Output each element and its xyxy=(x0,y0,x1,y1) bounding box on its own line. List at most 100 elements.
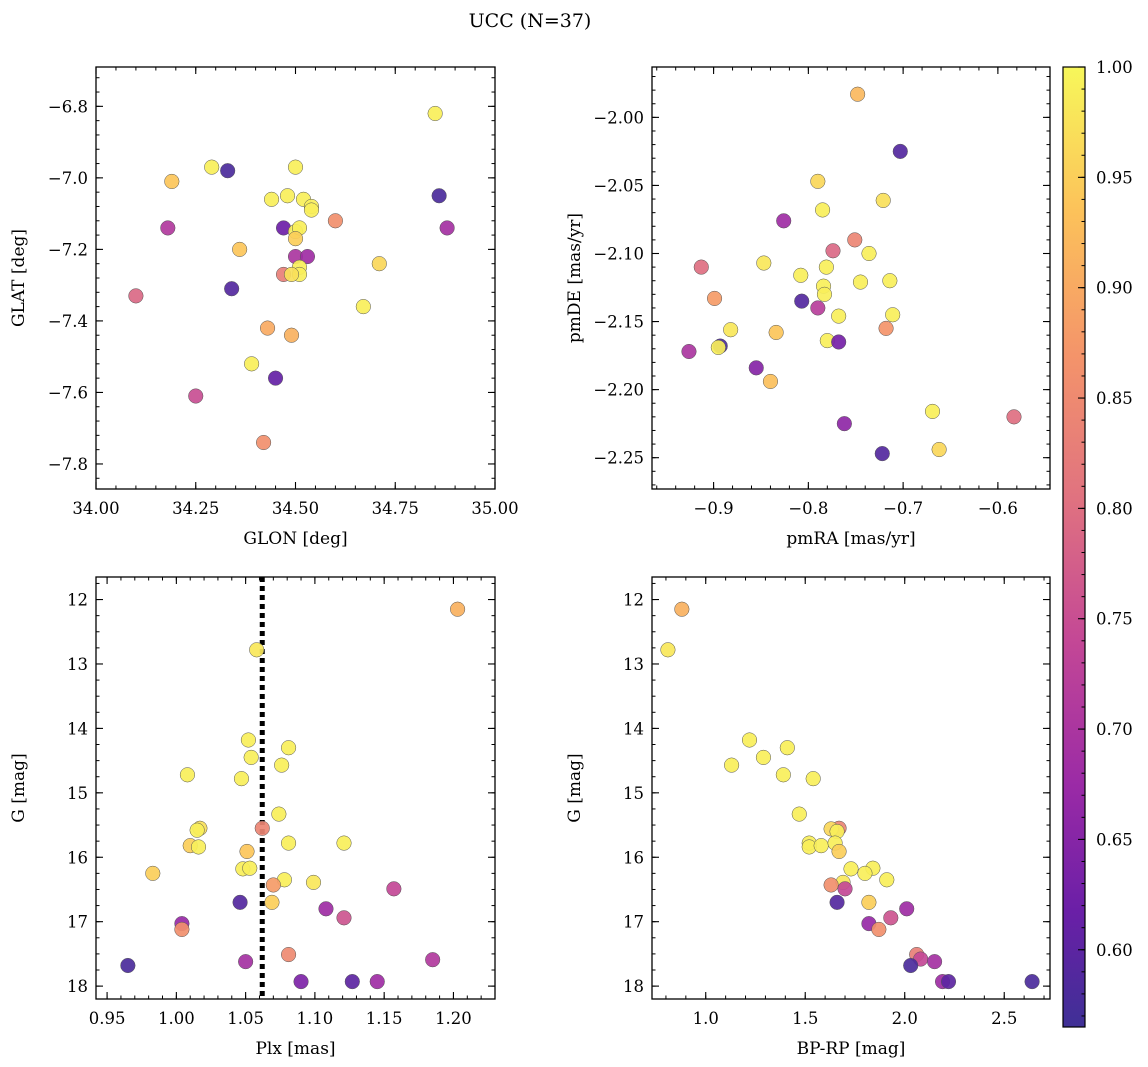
panel-glon-glat: 34.00 34.25 34.50 34.75 35.00 −6.8 −7.0 −7.2 −7.… xyxy=(9,66,519,549)
data-point xyxy=(810,300,826,316)
data-point xyxy=(793,267,809,283)
data-point xyxy=(850,86,866,102)
colorbar-tick-label: 0.85 xyxy=(1096,389,1133,408)
data-point xyxy=(244,356,260,372)
data-point xyxy=(233,771,250,787)
data-point xyxy=(861,245,877,262)
y-tick-label: −7.8 xyxy=(48,455,88,474)
data-point xyxy=(825,243,841,259)
colorbar-tick-label: 0.60 xyxy=(1096,941,1133,960)
data-point xyxy=(336,910,352,926)
y-tick-label: 15 xyxy=(623,784,644,803)
y-tick-label: −2.00 xyxy=(593,108,644,127)
y-tick-label: −7.6 xyxy=(48,383,88,402)
data-point xyxy=(831,843,847,860)
colorbar-gradient xyxy=(1062,66,1086,1028)
y-tick-label: 18 xyxy=(67,977,88,996)
data-point xyxy=(256,434,272,451)
data-point xyxy=(188,388,204,404)
data-point xyxy=(305,874,322,890)
data-point xyxy=(238,954,254,970)
y-tick-label: 13 xyxy=(623,655,644,674)
data-point xyxy=(710,339,726,355)
colorbar-tick-label: 0.65 xyxy=(1096,830,1133,849)
x-tick-label: 2.5 xyxy=(991,1009,1017,1028)
data-point xyxy=(260,320,276,336)
data-point xyxy=(264,894,280,910)
y-axis-label: G [mag] xyxy=(9,753,29,822)
data-point xyxy=(885,307,901,323)
data-point xyxy=(674,601,690,617)
data-point xyxy=(829,894,845,910)
data-point xyxy=(940,974,957,990)
colorbar-tick-label: 0.75 xyxy=(1096,610,1133,629)
data-point xyxy=(852,274,869,290)
x-tick-label: 35.00 xyxy=(471,499,518,518)
data-point xyxy=(240,732,256,748)
data-point xyxy=(386,881,402,897)
x-tick-label: 2.0 xyxy=(892,1009,918,1028)
data-point xyxy=(831,308,847,324)
data-point xyxy=(816,286,833,302)
data-point xyxy=(265,877,281,893)
data-point xyxy=(775,767,791,783)
data-point xyxy=(1006,409,1022,425)
data-point xyxy=(805,771,821,787)
data-point xyxy=(204,159,220,175)
data-point xyxy=(224,281,240,297)
data-point xyxy=(283,266,300,282)
data-point xyxy=(327,213,343,229)
data-point xyxy=(741,732,758,748)
data-point xyxy=(232,894,248,910)
colorbar-tick-label: 0.80 xyxy=(1096,499,1133,518)
data-point xyxy=(189,822,205,838)
panel-bprp-g: 1.0 1.5 2.0 2.5 12 13 14 15 16 17 18 BP-RP [mag] G [… xyxy=(565,576,1051,1059)
data-point xyxy=(281,946,297,963)
data-point xyxy=(299,248,316,265)
data-point xyxy=(724,757,740,773)
x-axis-label: BP-RP [mag] xyxy=(797,1039,906,1059)
data-point xyxy=(831,334,847,350)
data-point xyxy=(220,163,236,179)
data-point xyxy=(179,767,195,783)
x-tick-label: 34.50 xyxy=(272,499,319,518)
x-tick-label: 1.05 xyxy=(227,1009,264,1028)
colorbar-ticks: 0.60 0.65 0.70 0.75 0.80 0.85 0.90 0.95 1.00 xyxy=(1078,58,1133,1017)
data-point xyxy=(818,259,834,275)
data-point xyxy=(287,231,304,247)
y-tick-label: 16 xyxy=(623,848,644,867)
data-point xyxy=(815,202,831,218)
x-tick-label: 1.20 xyxy=(435,1009,472,1028)
data-point xyxy=(903,957,919,974)
data-point xyxy=(681,343,697,360)
data-point xyxy=(254,820,270,836)
colorbar: 0.60 0.65 0.70 0.75 0.80 0.85 0.90 0.95 1.00 xyxy=(1062,58,1133,1028)
axes-frame xyxy=(651,66,1051,490)
data-point xyxy=(344,974,360,990)
data-point xyxy=(883,910,899,926)
x-tick-label: 1.00 xyxy=(158,1009,195,1028)
data-point xyxy=(249,642,265,658)
y-tick-label: 15 xyxy=(67,784,88,803)
y-tick-label: −7.4 xyxy=(48,312,88,331)
data-point xyxy=(892,143,908,159)
data-point xyxy=(239,843,255,860)
y-tick-label: −2.25 xyxy=(593,449,644,468)
y-tick-label: 17 xyxy=(623,913,644,932)
y-tick-label: −6.8 xyxy=(48,97,88,116)
x-tick-label: 34.00 xyxy=(72,499,119,518)
data-point xyxy=(318,901,334,917)
y-tick-label: 14 xyxy=(623,719,644,738)
data-point xyxy=(281,835,297,851)
data-point xyxy=(810,173,826,189)
y-tick-label: −2.05 xyxy=(593,176,644,195)
data-point xyxy=(776,213,792,229)
x-tick-label: 1.5 xyxy=(792,1009,818,1028)
x-tick-label: −0.9 xyxy=(694,499,734,518)
data-point xyxy=(823,877,839,893)
y-axis-label: pmDE [mas/yr] xyxy=(565,213,585,343)
data-point xyxy=(931,441,947,458)
x-tick-label: 1.10 xyxy=(297,1009,334,1028)
data-point xyxy=(882,273,898,289)
